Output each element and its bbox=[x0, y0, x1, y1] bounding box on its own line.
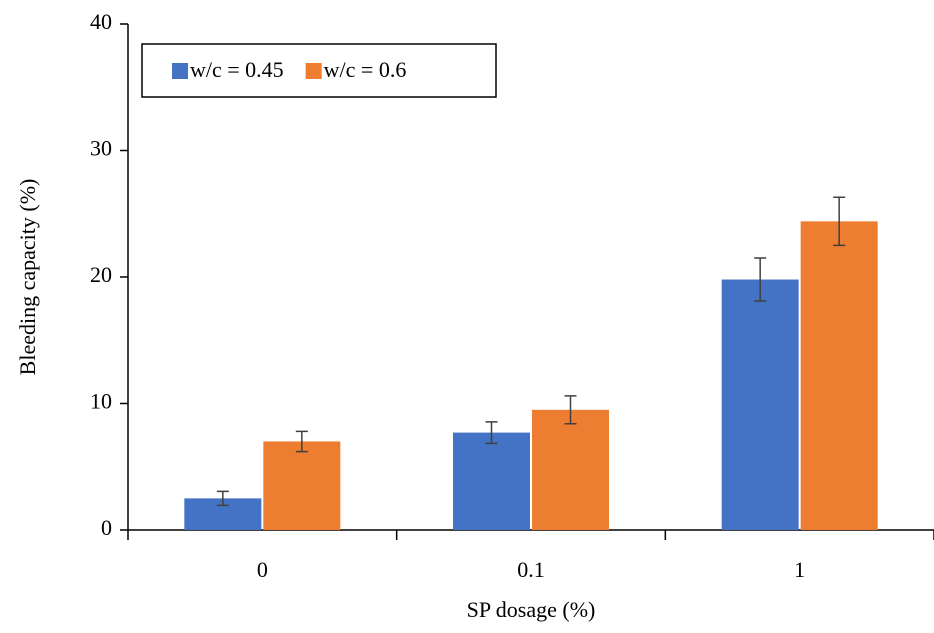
error-bar bbox=[833, 196, 846, 247]
y-axis-label: Bleeding capacity (%) bbox=[15, 179, 40, 376]
bar bbox=[721, 279, 799, 530]
y-tick-label: 40 bbox=[90, 9, 112, 34]
y-tick-label: 10 bbox=[90, 389, 112, 414]
x-tick-label: 1 bbox=[794, 557, 805, 582]
x-tick-label: 0 bbox=[257, 557, 268, 582]
legend-label: w/c = 0.6 bbox=[324, 57, 407, 82]
y-tick-label: 20 bbox=[90, 262, 112, 287]
bar bbox=[532, 409, 609, 530]
y-tick-label: 0 bbox=[101, 515, 112, 540]
y-tick-label: 30 bbox=[90, 136, 112, 161]
bar bbox=[453, 432, 530, 530]
legend-label: w/c = 0.45 bbox=[190, 57, 284, 82]
x-tick-label: 0.1 bbox=[517, 557, 545, 582]
error-bar bbox=[295, 430, 308, 453]
error-bar bbox=[216, 490, 229, 507]
bar bbox=[800, 221, 878, 530]
x-axis-label: SP dosage (%) bbox=[467, 597, 596, 622]
error-bar bbox=[485, 421, 498, 445]
legend-swatch bbox=[305, 63, 322, 79]
bar bbox=[263, 441, 341, 530]
legend-swatch bbox=[172, 63, 188, 79]
error-bar bbox=[564, 395, 577, 425]
error-bar bbox=[754, 257, 767, 302]
